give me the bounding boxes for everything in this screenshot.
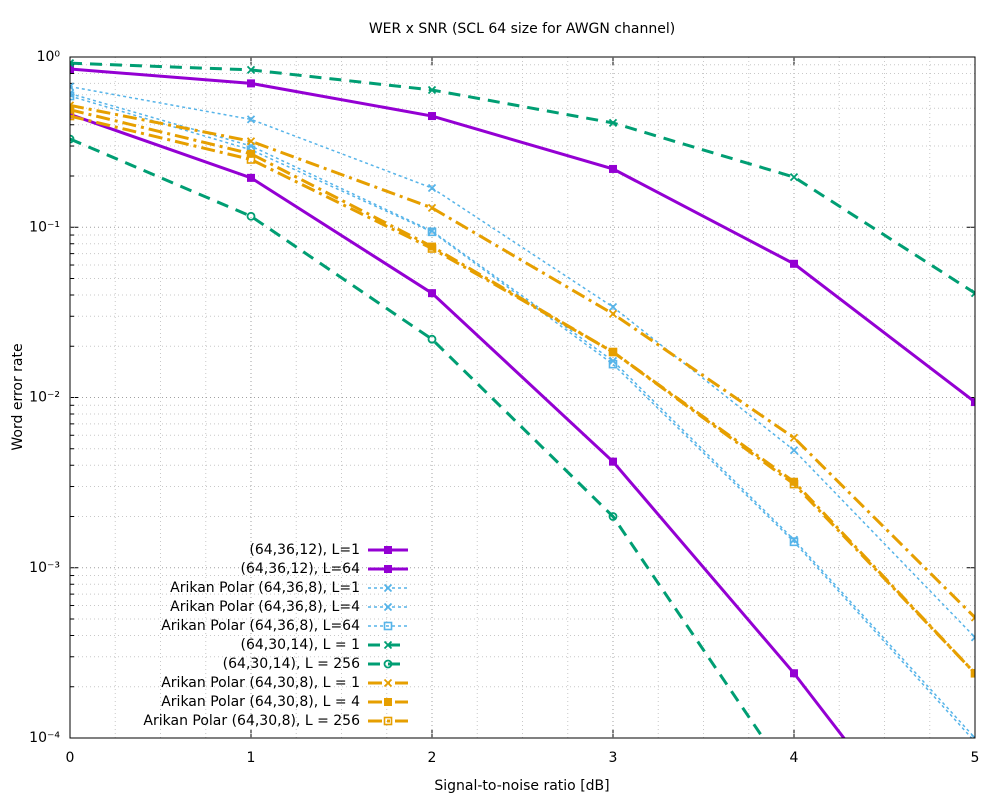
x-tick-label: 4 <box>790 750 799 766</box>
y-tick-label: 10⁻⁴ <box>29 730 60 746</box>
marker <box>608 118 618 128</box>
x-tick-label: 0 <box>66 750 75 766</box>
legend-marker <box>383 621 393 631</box>
marker <box>790 259 798 268</box>
marker <box>246 155 256 164</box>
legend-marker <box>383 716 393 726</box>
marker <box>70 59 75 68</box>
y-tick-label: 10⁰ <box>37 49 61 65</box>
x-tick-label: 1 <box>247 750 256 766</box>
series-line <box>70 67 975 404</box>
marker <box>789 537 799 547</box>
plot-border <box>69 56 976 739</box>
y-tick-label: 10⁻² <box>29 390 60 406</box>
marker <box>608 347 618 357</box>
marker <box>428 112 436 121</box>
marker <box>790 669 798 678</box>
marker <box>246 115 256 124</box>
legend-label: (64,30,14), L = 1 <box>240 637 360 653</box>
marker <box>70 105 74 114</box>
marker <box>609 457 617 466</box>
marker <box>246 65 256 75</box>
marker <box>427 85 437 95</box>
x-tick-label: 5 <box>971 750 980 766</box>
legend-label: Arikan Polar (64,30,8), L = 1 <box>161 675 360 691</box>
marker <box>247 173 255 182</box>
legend-marker <box>383 583 393 593</box>
marker <box>789 535 799 544</box>
marker <box>608 302 618 312</box>
marker <box>246 211 256 221</box>
legend-label: (64,36,12), L=1 <box>249 542 360 558</box>
marker <box>70 111 75 121</box>
series-line <box>70 137 765 738</box>
marker <box>608 359 618 369</box>
marker <box>70 91 75 101</box>
marker <box>789 172 799 182</box>
marker <box>971 398 975 407</box>
series-line <box>70 92 975 738</box>
legend-marker <box>384 565 392 573</box>
marker <box>70 89 75 98</box>
marker <box>789 479 799 489</box>
series-line <box>70 112 846 738</box>
legend-label: Arikan Polar (64,36,8), L=1 <box>170 580 360 596</box>
legend-label: Arikan Polar (64,36,8), L=64 <box>161 618 360 634</box>
marker <box>970 289 975 298</box>
legend-label: Arikan Polar (64,30,8), L = 4 <box>161 694 360 710</box>
marker <box>428 289 436 298</box>
marker <box>609 164 617 173</box>
legend-marker <box>384 546 392 554</box>
x-tick-label: 2 <box>428 750 437 766</box>
marker <box>608 309 618 318</box>
marker <box>789 446 799 455</box>
marker <box>70 110 74 119</box>
marker <box>427 183 437 193</box>
legend-label: (64,36,12), L=64 <box>240 561 360 577</box>
legend-marker <box>383 640 393 650</box>
series-line <box>70 114 975 675</box>
legend-label: (64,30,14), L = 256 <box>223 656 360 672</box>
legend: (64,36,12), L=1 (64,36,12), L=64 Arikan Po… <box>143 542 408 729</box>
marker <box>427 244 437 253</box>
legend-marker <box>383 659 393 669</box>
marker <box>246 137 256 146</box>
series-line <box>70 61 975 295</box>
marker <box>70 134 75 144</box>
x-axis-label: Signal-to-noise ratio [dB] <box>434 778 609 794</box>
marker <box>970 668 975 678</box>
y-tick-label: 10⁻¹ <box>29 219 60 235</box>
legend-label: Arikan Polar (64,36,8), L=4 <box>170 599 360 615</box>
legend-marker <box>383 678 393 688</box>
x-tick-label: 3 <box>609 750 618 766</box>
marker <box>427 334 437 344</box>
legend-marker <box>383 602 393 612</box>
marker <box>427 203 437 212</box>
marker <box>790 477 798 486</box>
marker <box>789 433 799 442</box>
marker <box>247 79 255 88</box>
marker <box>70 82 75 91</box>
marker <box>70 65 74 74</box>
y-tick-label: 10⁻³ <box>29 560 60 576</box>
marker <box>428 242 436 251</box>
chart-title: WER x SNR (SCL 64 size for AWGN channel) <box>369 21 675 37</box>
marker <box>247 149 255 158</box>
series-line <box>70 103 975 619</box>
marker <box>970 633 975 642</box>
marker <box>608 512 618 521</box>
marker <box>970 613 975 622</box>
plot-area <box>70 59 975 738</box>
marker <box>427 227 437 237</box>
y-axis-label: Word error rate <box>10 343 26 450</box>
marker <box>970 733 975 738</box>
legend-label: Arikan Polar (64,30,8), L = 256 <box>143 713 360 729</box>
legend-marker <box>384 698 392 706</box>
